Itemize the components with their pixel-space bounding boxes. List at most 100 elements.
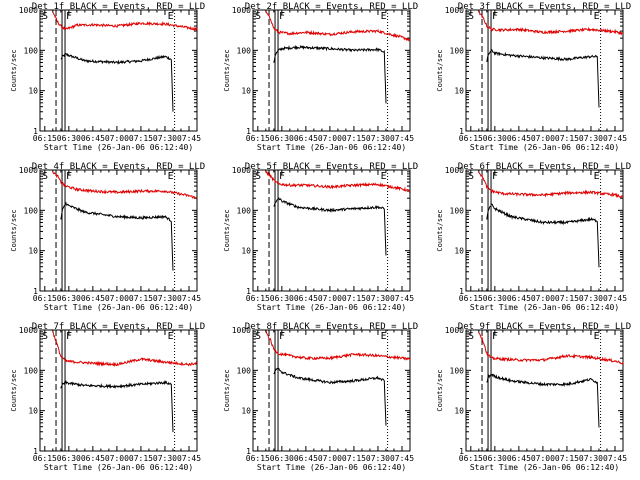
y-tick-label: 1 xyxy=(246,127,251,136)
y-tick-label: 1000 xyxy=(232,6,251,15)
series-line-lld xyxy=(265,330,411,361)
series-line-events xyxy=(486,373,600,428)
x-tick-label: 07:00 xyxy=(531,134,555,143)
plot-frame xyxy=(39,329,198,452)
x-tick-label: 06:15 xyxy=(33,294,57,303)
x-tick-label: 07:30 xyxy=(366,134,390,143)
x-tick-label: 06:45 xyxy=(507,294,531,303)
x-tick-label: 07:15 xyxy=(129,454,153,463)
x-tick-label: 07:45 xyxy=(177,294,201,303)
x-tick-label: 06:15 xyxy=(246,294,270,303)
plot-frame xyxy=(252,169,411,292)
x-tick-label: 07:15 xyxy=(555,454,579,463)
x-tick-label: 06:15 xyxy=(459,134,483,143)
chart-panel-9: Det 9f BLACK = Events, RED = LLD 1 10 100 10… xyxy=(436,322,631,472)
y-axis-label: Counts/sec xyxy=(223,209,231,251)
x-tick-label: 06:15 xyxy=(246,134,270,143)
y-tick-label: 1 xyxy=(459,447,464,456)
marker-label-S: S xyxy=(42,171,48,182)
x-tick-label: 07:30 xyxy=(153,134,177,143)
chart-panel-1: Det 1f BLACK = Events, RED = LLD 1 10 100 10… xyxy=(10,2,205,152)
y-tick-label: 100 xyxy=(450,366,465,375)
x-tick-label: 07:30 xyxy=(153,454,177,463)
x-tick-label: 06:15 xyxy=(459,294,483,303)
marker-label-F: F xyxy=(279,11,285,22)
x-axis-label: Start Time (26-Jan-06 06:12:40) xyxy=(470,463,619,472)
marker-label-S: S xyxy=(255,11,261,22)
x-tick-label: 06:45 xyxy=(507,454,531,463)
y-tick-label: 10 xyxy=(241,87,251,96)
y-tick-label: 10 xyxy=(454,407,464,416)
marker-label-E: E xyxy=(594,331,600,342)
y-tick-label: 10 xyxy=(454,247,464,256)
x-tick-label: 06:45 xyxy=(81,454,105,463)
x-tick-label: 07:30 xyxy=(579,134,603,143)
plot-frame xyxy=(465,169,624,292)
marker-label-F: F xyxy=(492,171,498,182)
y-tick-label: 1000 xyxy=(445,166,464,175)
chart-title: Det 1f BLACK = Events, RED = LLD xyxy=(32,2,205,12)
x-tick-label: 07:00 xyxy=(318,454,342,463)
series-line-lld xyxy=(478,171,624,199)
marker-label-E: E xyxy=(168,11,174,22)
x-tick-label: 06:30 xyxy=(270,454,294,463)
x-tick-label: 07:00 xyxy=(105,134,129,143)
plot-frame xyxy=(252,9,411,132)
x-tick-label: 07:45 xyxy=(390,454,414,463)
marker-label-F: F xyxy=(66,171,72,182)
chart-panel-4: Det 4f BLACK = Events, RED = LLD 1 10 100 10… xyxy=(10,162,205,312)
x-tick-label: 07:00 xyxy=(318,134,342,143)
chart-panel-7: Det 7f BLACK = Events, RED = LLD 1 10 100 10… xyxy=(10,322,205,472)
chart-title: Det 4f BLACK = Events, RED = LLD xyxy=(32,162,205,172)
x-tick-label: 07:00 xyxy=(531,454,555,463)
x-axis-label: Start Time (26-Jan-06 06:12:40) xyxy=(44,143,193,152)
x-tick-label: 06:15 xyxy=(459,454,483,463)
series-line-events xyxy=(273,44,387,104)
plot-frame xyxy=(39,9,198,132)
chart-title: Det 3f BLACK = Events, RED = LLD xyxy=(458,2,631,12)
marker-label-S: S xyxy=(468,331,474,342)
marker-label-E: E xyxy=(168,331,174,342)
chart-panel-6: Det 6f BLACK = Events, RED = LLD 1 10 100 10… xyxy=(436,162,631,312)
plot-frame xyxy=(465,9,624,132)
x-tick-label: 06:45 xyxy=(294,454,318,463)
chart-panel-2: Det 2f BLACK = Events, RED = LLD 1 10 100 10… xyxy=(223,2,418,152)
y-tick-label: 100 xyxy=(24,206,39,215)
series-line-events xyxy=(486,203,600,268)
y-tick-label: 10 xyxy=(241,247,251,256)
x-tick-label: 07:45 xyxy=(390,294,414,303)
marker-label-S: S xyxy=(468,171,474,182)
x-tick-label: 07:45 xyxy=(603,454,627,463)
x-tick-label: 07:15 xyxy=(342,454,366,463)
x-axis-label: Start Time (26-Jan-06 06:12:40) xyxy=(44,463,193,472)
x-tick-label: 07:15 xyxy=(129,294,153,303)
series-line-lld xyxy=(265,170,411,193)
x-tick-label: 06:45 xyxy=(294,294,318,303)
x-axis-label: Start Time (26-Jan-06 06:12:40) xyxy=(470,143,619,152)
y-axis-label: Counts/sec xyxy=(10,49,18,91)
chart-title: Det 7f BLACK = Events, RED = LLD xyxy=(32,322,205,332)
y-tick-label: 10 xyxy=(28,87,38,96)
marker-label-S: S xyxy=(468,11,474,22)
x-tick-label: 07:00 xyxy=(531,294,555,303)
x-tick-label: 07:00 xyxy=(318,294,342,303)
x-tick-label: 07:30 xyxy=(579,454,603,463)
marker-label-E: E xyxy=(381,331,387,342)
x-tick-label: 06:15 xyxy=(33,134,57,143)
x-axis-label: Start Time (26-Jan-06 06:12:40) xyxy=(257,303,406,312)
x-tick-label: 06:30 xyxy=(57,454,81,463)
x-tick-label: 06:30 xyxy=(57,134,81,143)
x-tick-label: 07:15 xyxy=(342,294,366,303)
y-tick-label: 1 xyxy=(459,287,464,296)
series-line-events xyxy=(486,48,600,108)
x-tick-label: 07:45 xyxy=(177,134,201,143)
y-axis-label: Counts/sec xyxy=(436,49,444,91)
marker-label-F: F xyxy=(492,11,498,22)
series-line-lld xyxy=(52,331,198,368)
x-tick-label: 07:00 xyxy=(105,454,129,463)
y-tick-label: 1000 xyxy=(445,6,464,15)
series-line-events xyxy=(273,367,387,426)
x-tick-label: 06:15 xyxy=(246,454,270,463)
y-axis-label: Counts/sec xyxy=(223,49,231,91)
